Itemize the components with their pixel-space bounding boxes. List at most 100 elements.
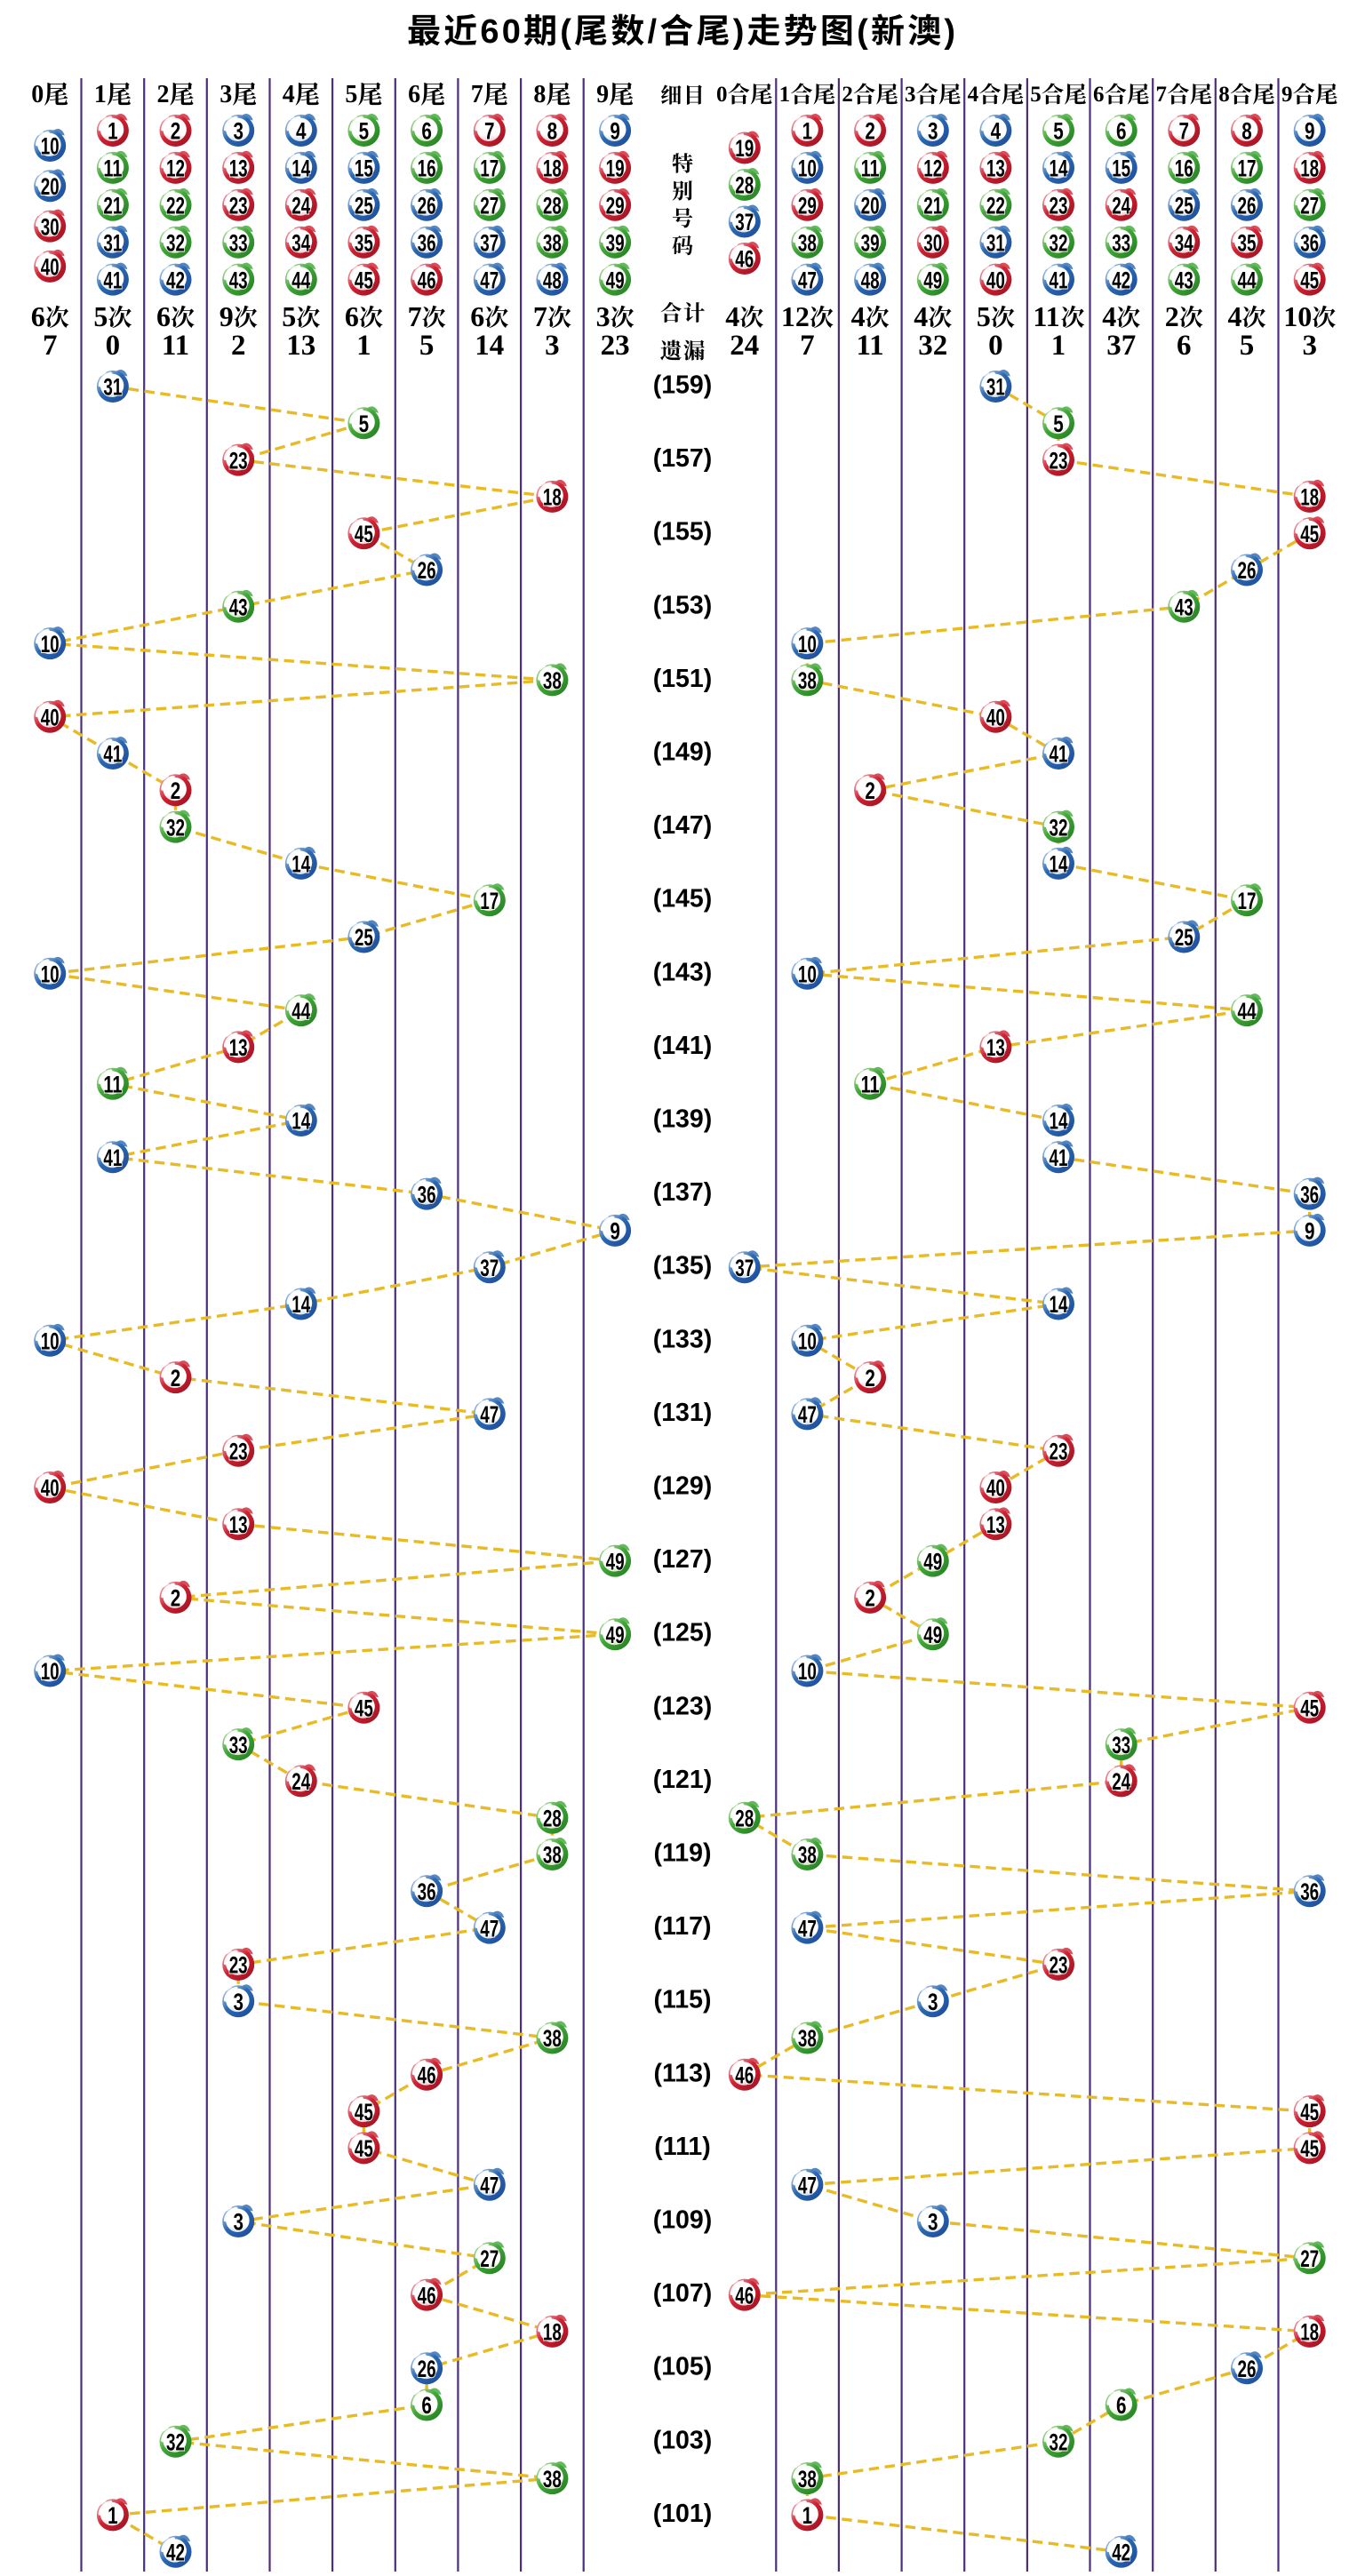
svg-text:18: 18	[543, 484, 562, 511]
svg-text:1: 1	[802, 2502, 813, 2529]
svg-text:4: 4	[968, 83, 979, 107]
svg-text:29: 29	[798, 193, 817, 219]
svg-text:20: 20	[41, 173, 60, 200]
svg-text:38: 38	[543, 667, 562, 694]
svg-text:45: 45	[1300, 2099, 1319, 2125]
svg-text:23: 23	[1050, 1952, 1068, 1979]
svg-text:9: 9	[1305, 118, 1315, 145]
svg-text:47: 47	[480, 2172, 499, 2198]
svg-text:6: 6	[408, 81, 420, 108]
svg-text:41: 41	[103, 267, 122, 293]
svg-text:(135): (135)	[653, 1252, 713, 1280]
svg-text:(101): (101)	[653, 2500, 713, 2528]
svg-text:29: 29	[606, 193, 625, 219]
svg-text:28: 28	[543, 1805, 562, 1831]
svg-text:11: 11	[103, 1071, 122, 1097]
svg-text:5: 5	[419, 330, 435, 362]
svg-text:45: 45	[1300, 1695, 1319, 1722]
svg-text:13: 13	[286, 330, 315, 362]
svg-text:12: 12	[166, 156, 185, 182]
svg-text:8: 8	[1241, 118, 1252, 145]
svg-text:46: 46	[735, 246, 754, 273]
svg-text:17: 17	[480, 156, 499, 182]
svg-text:10: 10	[798, 1658, 817, 1685]
svg-text:32: 32	[166, 229, 185, 256]
svg-text:27: 27	[1300, 193, 1319, 219]
svg-text:2: 2	[171, 778, 181, 804]
svg-text:45: 45	[355, 2099, 373, 2125]
svg-text:20: 20	[861, 193, 880, 219]
svg-text:2: 2	[865, 778, 875, 804]
svg-text:4: 4	[296, 118, 307, 145]
svg-text:3: 3	[905, 83, 916, 107]
svg-text:48: 48	[543, 267, 562, 293]
svg-text:37: 37	[735, 1255, 754, 1281]
svg-text:7: 7	[800, 330, 815, 362]
svg-text:2: 2	[865, 118, 875, 145]
svg-text:10: 10	[41, 1328, 60, 1355]
svg-text:46: 46	[418, 267, 436, 293]
svg-text:(119): (119)	[654, 1839, 712, 1868]
svg-text:40: 40	[986, 267, 1005, 293]
svg-text:1: 1	[802, 118, 813, 145]
svg-text:49: 49	[606, 1548, 625, 1575]
svg-text:24: 24	[291, 193, 310, 219]
svg-text:38: 38	[543, 229, 562, 256]
svg-text:23: 23	[601, 330, 630, 362]
svg-text:13: 13	[229, 156, 248, 182]
svg-text:26: 26	[418, 193, 436, 219]
svg-text:10: 10	[41, 631, 60, 658]
svg-text:5: 5	[977, 300, 991, 332]
svg-text:9: 9	[1305, 1218, 1315, 1245]
svg-text:47: 47	[480, 1401, 499, 1428]
svg-text:(141): (141)	[653, 1032, 713, 1060]
svg-text:32: 32	[1050, 229, 1068, 256]
svg-text:(147): (147)	[653, 811, 713, 840]
svg-text:3: 3	[545, 330, 560, 362]
svg-text:10: 10	[1283, 300, 1312, 332]
svg-text:44: 44	[1238, 998, 1257, 1025]
svg-text:9: 9	[610, 118, 620, 145]
svg-text:18: 18	[1300, 484, 1319, 511]
svg-text:5: 5	[93, 300, 108, 332]
svg-text:5: 5	[282, 300, 296, 332]
svg-text:18: 18	[1300, 156, 1319, 182]
svg-text:13: 13	[986, 156, 1005, 182]
svg-text:23: 23	[229, 1438, 248, 1464]
svg-text:(133): (133)	[653, 1325, 713, 1353]
svg-text:18: 18	[543, 2319, 562, 2346]
svg-text:3: 3	[233, 118, 243, 145]
svg-text:(113): (113)	[654, 2059, 712, 2087]
svg-text:9: 9	[1281, 83, 1293, 107]
svg-text:(159): (159)	[653, 371, 713, 400]
svg-text:45: 45	[1300, 267, 1319, 293]
svg-text:4: 4	[1228, 300, 1242, 332]
svg-text:49: 49	[923, 1622, 942, 1648]
svg-text:41: 41	[1050, 741, 1068, 768]
svg-text:(111): (111)	[654, 2133, 710, 2161]
svg-text:(131): (131)	[653, 1399, 713, 1427]
svg-text:(123): (123)	[653, 1692, 713, 1720]
svg-text:2: 2	[231, 330, 246, 362]
svg-text:6: 6	[480, 13, 499, 51]
svg-text:16: 16	[418, 156, 436, 182]
svg-text:5: 5	[1053, 411, 1064, 437]
svg-text:17: 17	[480, 888, 499, 914]
svg-text:38: 38	[798, 2025, 817, 2052]
svg-text:45: 45	[1300, 521, 1319, 547]
svg-text:8: 8	[1218, 83, 1230, 107]
svg-text:14: 14	[1050, 156, 1068, 182]
svg-text:23: 23	[229, 1952, 248, 1979]
svg-text:23: 23	[229, 193, 248, 219]
svg-text:(115): (115)	[654, 1986, 712, 2014]
svg-text:(157): (157)	[653, 444, 713, 473]
svg-text:32: 32	[918, 330, 947, 362]
svg-text:25: 25	[355, 193, 373, 219]
svg-text:11: 11	[861, 156, 880, 182]
svg-text:2: 2	[842, 83, 853, 107]
svg-text:1: 1	[1051, 330, 1066, 362]
svg-text:46: 46	[735, 2282, 754, 2309]
svg-text:38: 38	[798, 229, 817, 256]
svg-text:31: 31	[103, 374, 122, 401]
svg-text:37: 37	[480, 1255, 499, 1281]
